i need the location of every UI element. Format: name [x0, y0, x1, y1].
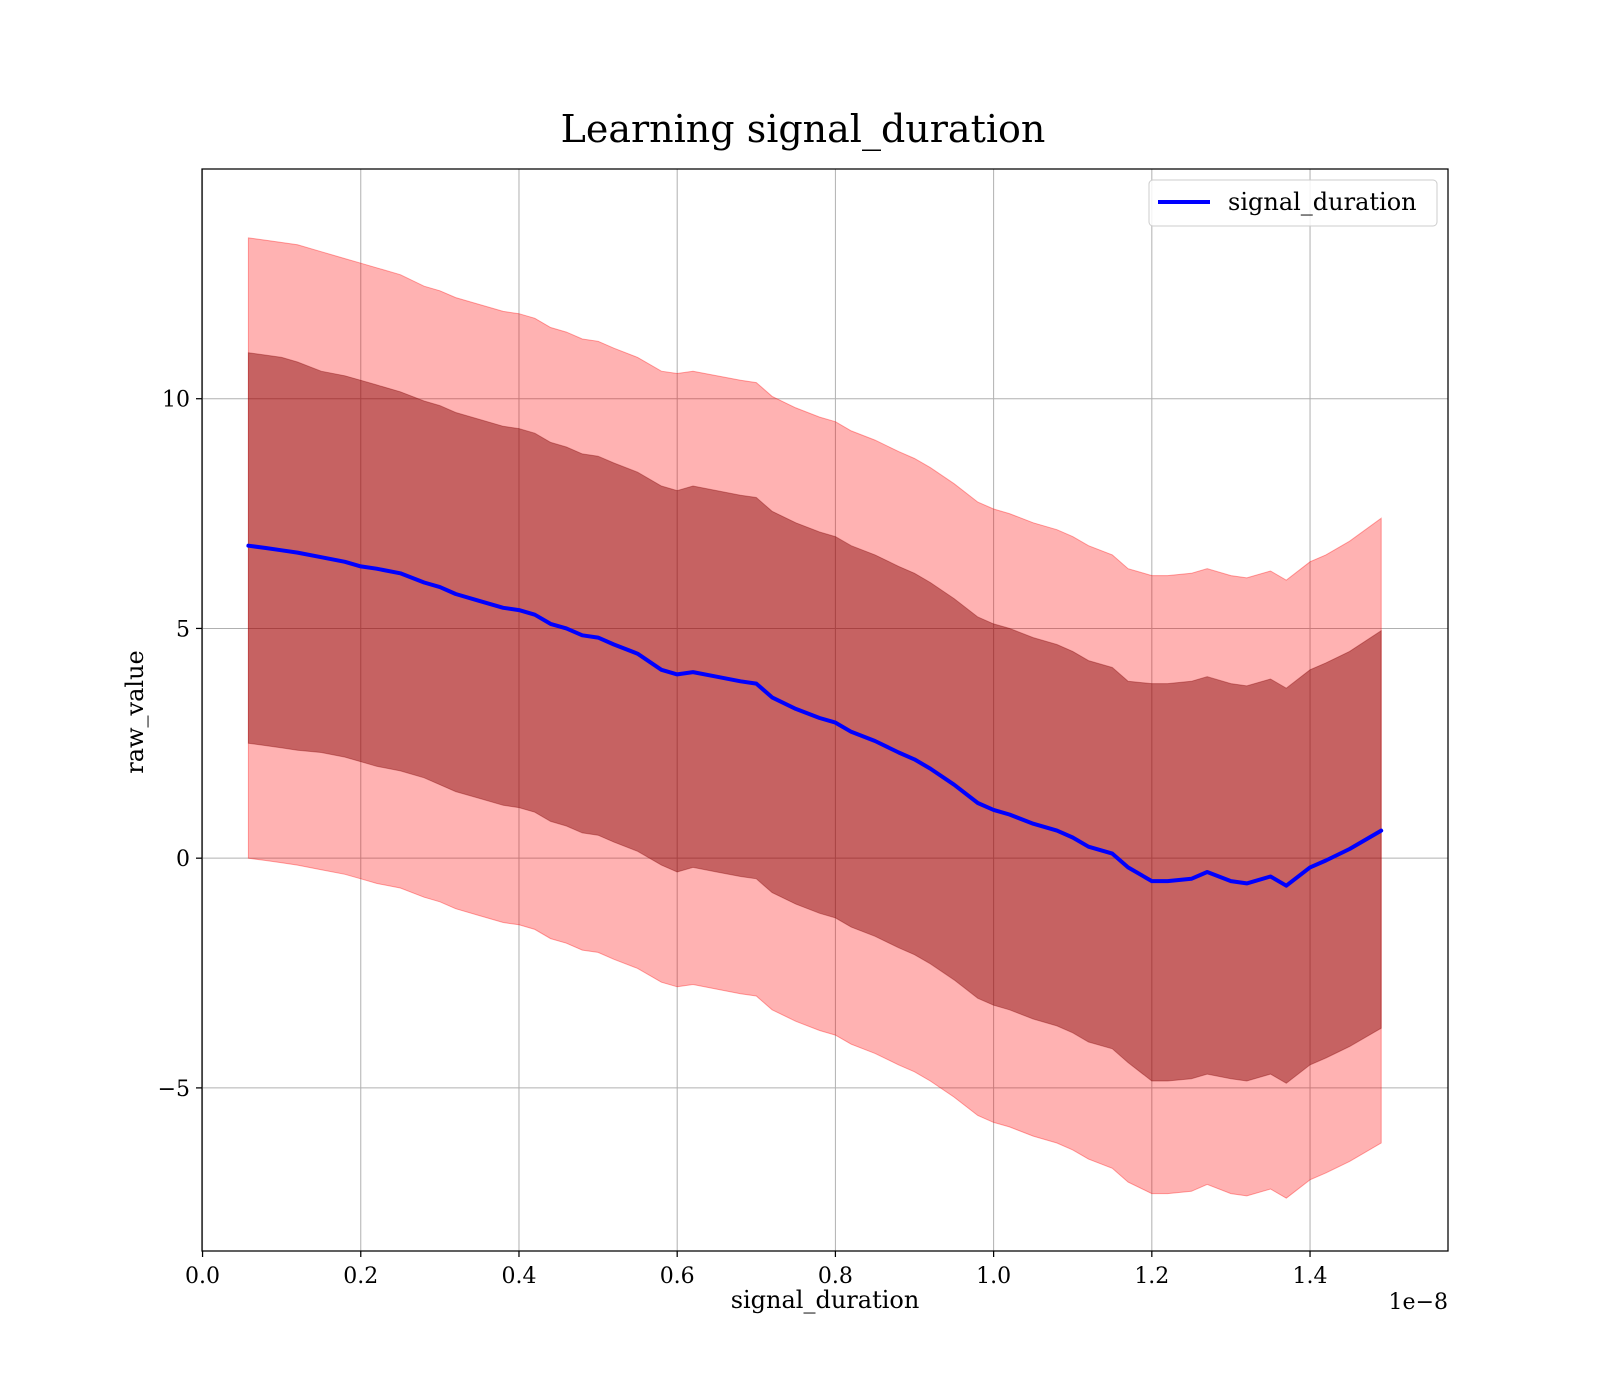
y-tick-label: −5 — [158, 1077, 190, 1102]
x-axis-label: signal_duration — [731, 1286, 920, 1314]
series-line-signal-duration — [246, 543, 1384, 888]
x-tick-label: 0.0 — [185, 1264, 220, 1289]
x-tick-label: 1.2 — [1134, 1264, 1169, 1289]
x-tick-label: 0.6 — [660, 1264, 695, 1289]
grid — [202, 169, 1448, 1251]
x-tick-label: 0.8 — [818, 1264, 853, 1289]
plot-area-frame — [201, 168, 1449, 1252]
x-axis-ticks: 0.0 0.2 0.4 0.6 0.8 1.0 1.2 1.4 — [185, 1251, 1328, 1289]
y-axis-label: raw_value — [121, 650, 149, 774]
legend-box — [1148, 179, 1438, 227]
x-axis-offset-label: 1e−8 — [1389, 1290, 1448, 1315]
x-tick-label: 1.4 — [1293, 1264, 1328, 1289]
legend: signal_duration — [1148, 179, 1438, 227]
y-tick-label: 5 — [176, 617, 190, 642]
y-tick-label: 0 — [176, 847, 190, 872]
y-tick-label: 10 — [162, 388, 190, 413]
x-tick-label: 1.0 — [976, 1264, 1011, 1289]
x-tick-label: 0.2 — [343, 1264, 378, 1289]
chart-title: Learning signal_duration — [561, 107, 1046, 152]
series-lines — [246, 543, 1384, 888]
y-axis-ticks: −5 0 5 10 — [158, 388, 202, 1102]
legend-label: signal_duration — [1228, 188, 1417, 216]
x-tick-label: 0.4 — [501, 1264, 536, 1289]
